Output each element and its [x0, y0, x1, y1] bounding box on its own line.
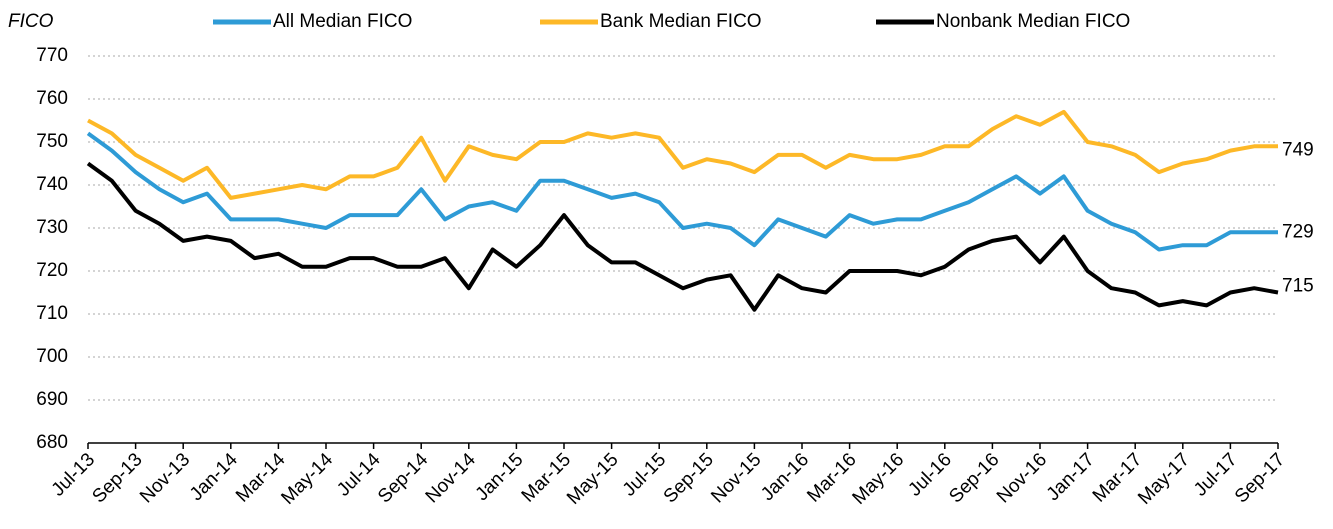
- end-value-label: 729: [1282, 221, 1314, 242]
- x-tick-label: Jan-16: [757, 449, 813, 505]
- x-tick-label: Nov-16: [993, 449, 1051, 507]
- series-line: [86, 161, 1279, 312]
- y-tick-label: 690: [36, 389, 68, 410]
- end-value-label: 715: [1282, 276, 1314, 297]
- x-tick-label: May-14: [277, 449, 337, 509]
- x-tick-label: Sep-16: [945, 449, 1003, 507]
- y-tick-label: 760: [36, 88, 68, 109]
- x-tick-label: Jan-17: [1043, 449, 1099, 505]
- legend-label: All Median FICO: [273, 11, 412, 32]
- x-tick-label: Sep-15: [660, 449, 718, 507]
- end-value-label: 749: [1282, 139, 1314, 160]
- series-line: [86, 131, 1278, 252]
- x-tick-label: Nov-15: [707, 449, 765, 507]
- legend-label: Bank Median FICO: [600, 11, 762, 32]
- y-tick-label: 770: [36, 45, 68, 66]
- y-tick-label: 700: [36, 346, 68, 367]
- y-tick-label: 680: [36, 432, 68, 453]
- y-tick-label: 750: [36, 131, 68, 152]
- x-tick-label: May-17: [1134, 449, 1194, 509]
- x-tick-label: Sep-17: [1231, 449, 1289, 507]
- y-tick-label: 720: [36, 260, 68, 281]
- x-tick-label: Nov-13: [136, 449, 194, 507]
- series-line: [87, 109, 1278, 200]
- x-tick-label: Sep-14: [374, 449, 432, 507]
- x-tick-label: Nov-14: [422, 449, 480, 507]
- y-axis-label: FICO: [8, 11, 54, 32]
- x-tick-label: Sep-13: [89, 449, 147, 507]
- y-tick-label: 710: [36, 303, 68, 324]
- x-tick-label: Jan-14: [186, 449, 242, 505]
- y-tick-label: 730: [36, 217, 68, 238]
- x-tick-label: May-16: [849, 449, 909, 509]
- x-tick-label: Jan-15: [472, 449, 528, 505]
- y-tick-label: 740: [36, 174, 68, 195]
- x-tick-label: May-15: [563, 449, 623, 509]
- legend-label: Nonbank Median FICO: [936, 11, 1130, 32]
